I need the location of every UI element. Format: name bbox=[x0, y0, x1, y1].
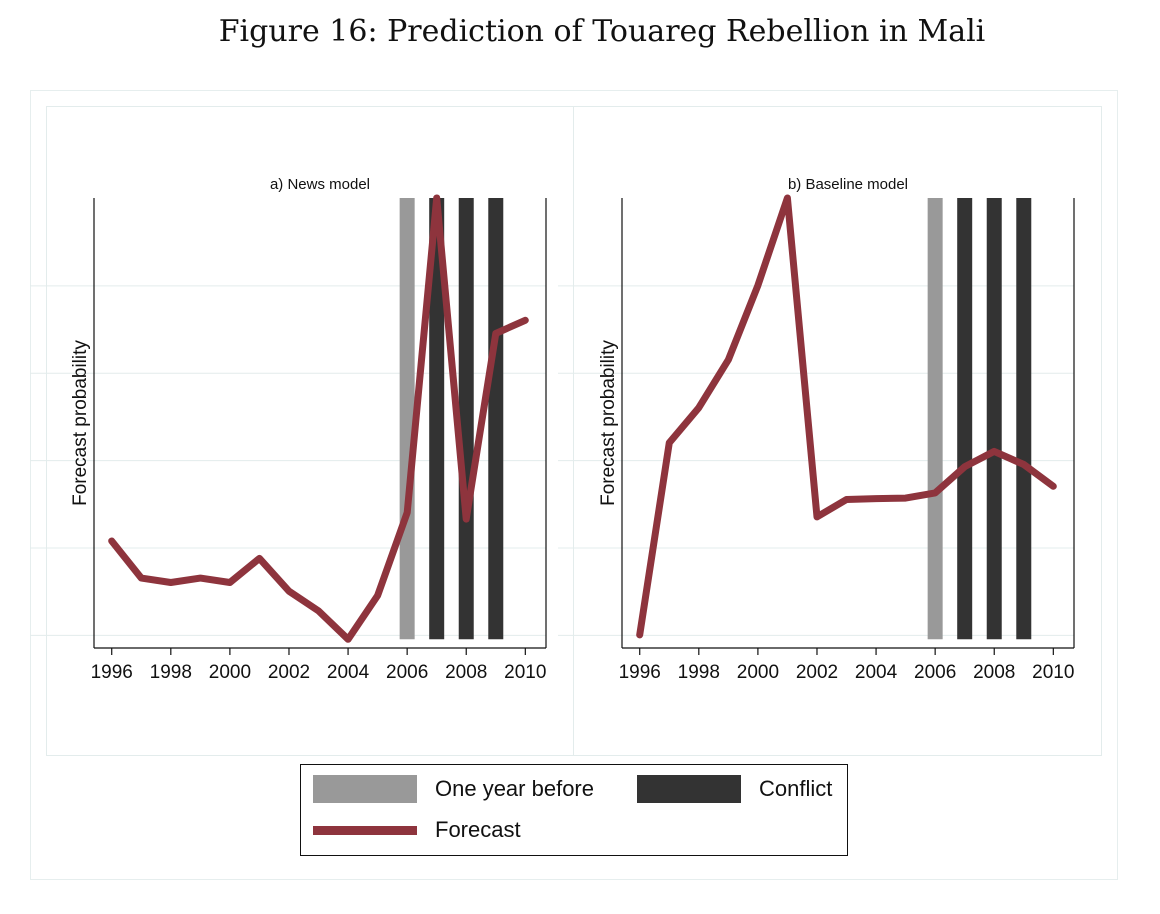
panel-2-ylabel: Forecast probability bbox=[598, 340, 619, 506]
panel-1-xtick-label-1998: 1998 bbox=[150, 662, 192, 683]
panel-2-xtick-label-2010: 2010 bbox=[1032, 662, 1074, 683]
panel-1-bar-conflict-2008 bbox=[458, 198, 474, 640]
panel-2-xtick-label-2000: 2000 bbox=[737, 662, 779, 683]
legend: One year before Conflict Forecast bbox=[300, 764, 848, 856]
panel-1-bar-conflict-2007 bbox=[429, 198, 445, 640]
legend-item-one-year-before: One year before bbox=[313, 775, 594, 803]
legend-item-conflict: Conflict bbox=[637, 775, 832, 803]
panel-2-xtick-label-2004: 2004 bbox=[855, 662, 898, 683]
panel-2-xtick-label-1996: 1996 bbox=[619, 662, 661, 683]
panel-2-title: b) Baseline model bbox=[788, 176, 908, 193]
legend-swatch-forecast bbox=[313, 825, 417, 835]
legend-label-one-year-before: One year before bbox=[435, 776, 594, 801]
panel-1-ylabel: Forecast probability bbox=[70, 340, 91, 506]
legend-item-forecast: Forecast bbox=[313, 817, 521, 843]
plot-region-frame bbox=[46, 106, 1102, 756]
panel-1-title: a) News model bbox=[270, 176, 370, 193]
panel-1-xtick-label-2006: 2006 bbox=[386, 662, 428, 683]
panel-2-xtick-label-2006: 2006 bbox=[914, 662, 956, 683]
legend-label-forecast: Forecast bbox=[435, 817, 521, 842]
panel-1-xtick-label-2002: 2002 bbox=[268, 662, 310, 683]
panel-1-bar-one-year-before-2006 bbox=[399, 198, 415, 640]
panel-1-xtick-label-2010: 2010 bbox=[504, 662, 546, 683]
legend-label-conflict: Conflict bbox=[759, 776, 833, 801]
outer-frame bbox=[30, 90, 1118, 880]
panel-2-forecast-line bbox=[636, 194, 1057, 639]
panel-2-bar-conflict-2009 bbox=[1016, 198, 1032, 640]
panel-1-xtick-label-2008: 2008 bbox=[445, 662, 487, 683]
panel-2-xtick-label-2008: 2008 bbox=[973, 662, 1015, 683]
legend-swatch-one-year-before bbox=[313, 775, 417, 803]
legend-swatch-conflict bbox=[637, 775, 741, 803]
panel-2-xtick-label-2002: 2002 bbox=[796, 662, 838, 683]
panel-1-bar-conflict-2009 bbox=[488, 198, 504, 640]
figure-title: Figure 16: Prediction of Touareg Rebelli… bbox=[218, 14, 986, 49]
panel-2-bar-conflict-2007 bbox=[957, 198, 973, 640]
panel-divider bbox=[573, 106, 574, 756]
panel-1-forecast-line bbox=[108, 194, 529, 643]
panel-2-xtick-label-1998: 1998 bbox=[678, 662, 720, 683]
panel-1-xtick-label-2004: 2004 bbox=[327, 662, 370, 683]
panel-1-xtick-label-1996: 1996 bbox=[91, 662, 133, 683]
panel-1-xtick-label-2000: 2000 bbox=[209, 662, 251, 683]
panel-2-bar-conflict-2008 bbox=[986, 198, 1002, 640]
panel-2-bar-one-year-before-2006 bbox=[927, 198, 943, 640]
